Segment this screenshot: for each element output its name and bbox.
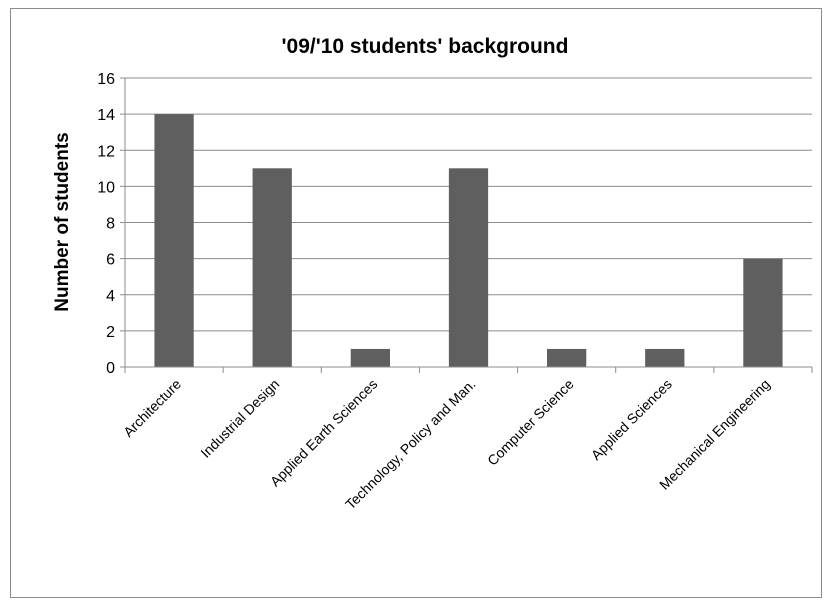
bar bbox=[743, 258, 783, 367]
bar bbox=[547, 348, 587, 367]
y-axis-label: Number of students bbox=[52, 132, 73, 311]
y-tick-label: 10 bbox=[97, 179, 115, 196]
bar bbox=[448, 168, 489, 367]
bars bbox=[154, 114, 783, 367]
bar bbox=[645, 348, 685, 367]
y-tick-label: 4 bbox=[106, 288, 115, 305]
chart-title: '09/'10 students' background bbox=[282, 35, 569, 58]
bar bbox=[154, 114, 194, 367]
y-tick-label: 14 bbox=[97, 107, 115, 124]
bar bbox=[252, 168, 292, 367]
x-category-label: Applied Sciences bbox=[588, 376, 675, 463]
x-category-label: Industrial Design bbox=[197, 376, 282, 461]
y-tick-label: 6 bbox=[106, 252, 115, 269]
x-category-label: Architecture bbox=[120, 376, 184, 440]
y-tick-labels: 0 2 4 6 8 10 12 14 16 bbox=[97, 71, 115, 377]
chart-frame bbox=[10, 8, 822, 598]
y-tick-label: 0 bbox=[106, 360, 115, 377]
y-tick-label: 2 bbox=[106, 324, 115, 341]
x-category-label: Computer Science bbox=[484, 376, 577, 469]
bar bbox=[350, 348, 390, 367]
y-tick-label: 12 bbox=[97, 143, 115, 160]
x-category-label: Applied Earth Sciences bbox=[267, 376, 381, 490]
x-category-label: Mechanical Engineering bbox=[656, 376, 773, 493]
y-tick-label: 8 bbox=[106, 216, 115, 233]
y-tick-label: 16 bbox=[97, 71, 115, 88]
axes bbox=[120, 77, 813, 373]
